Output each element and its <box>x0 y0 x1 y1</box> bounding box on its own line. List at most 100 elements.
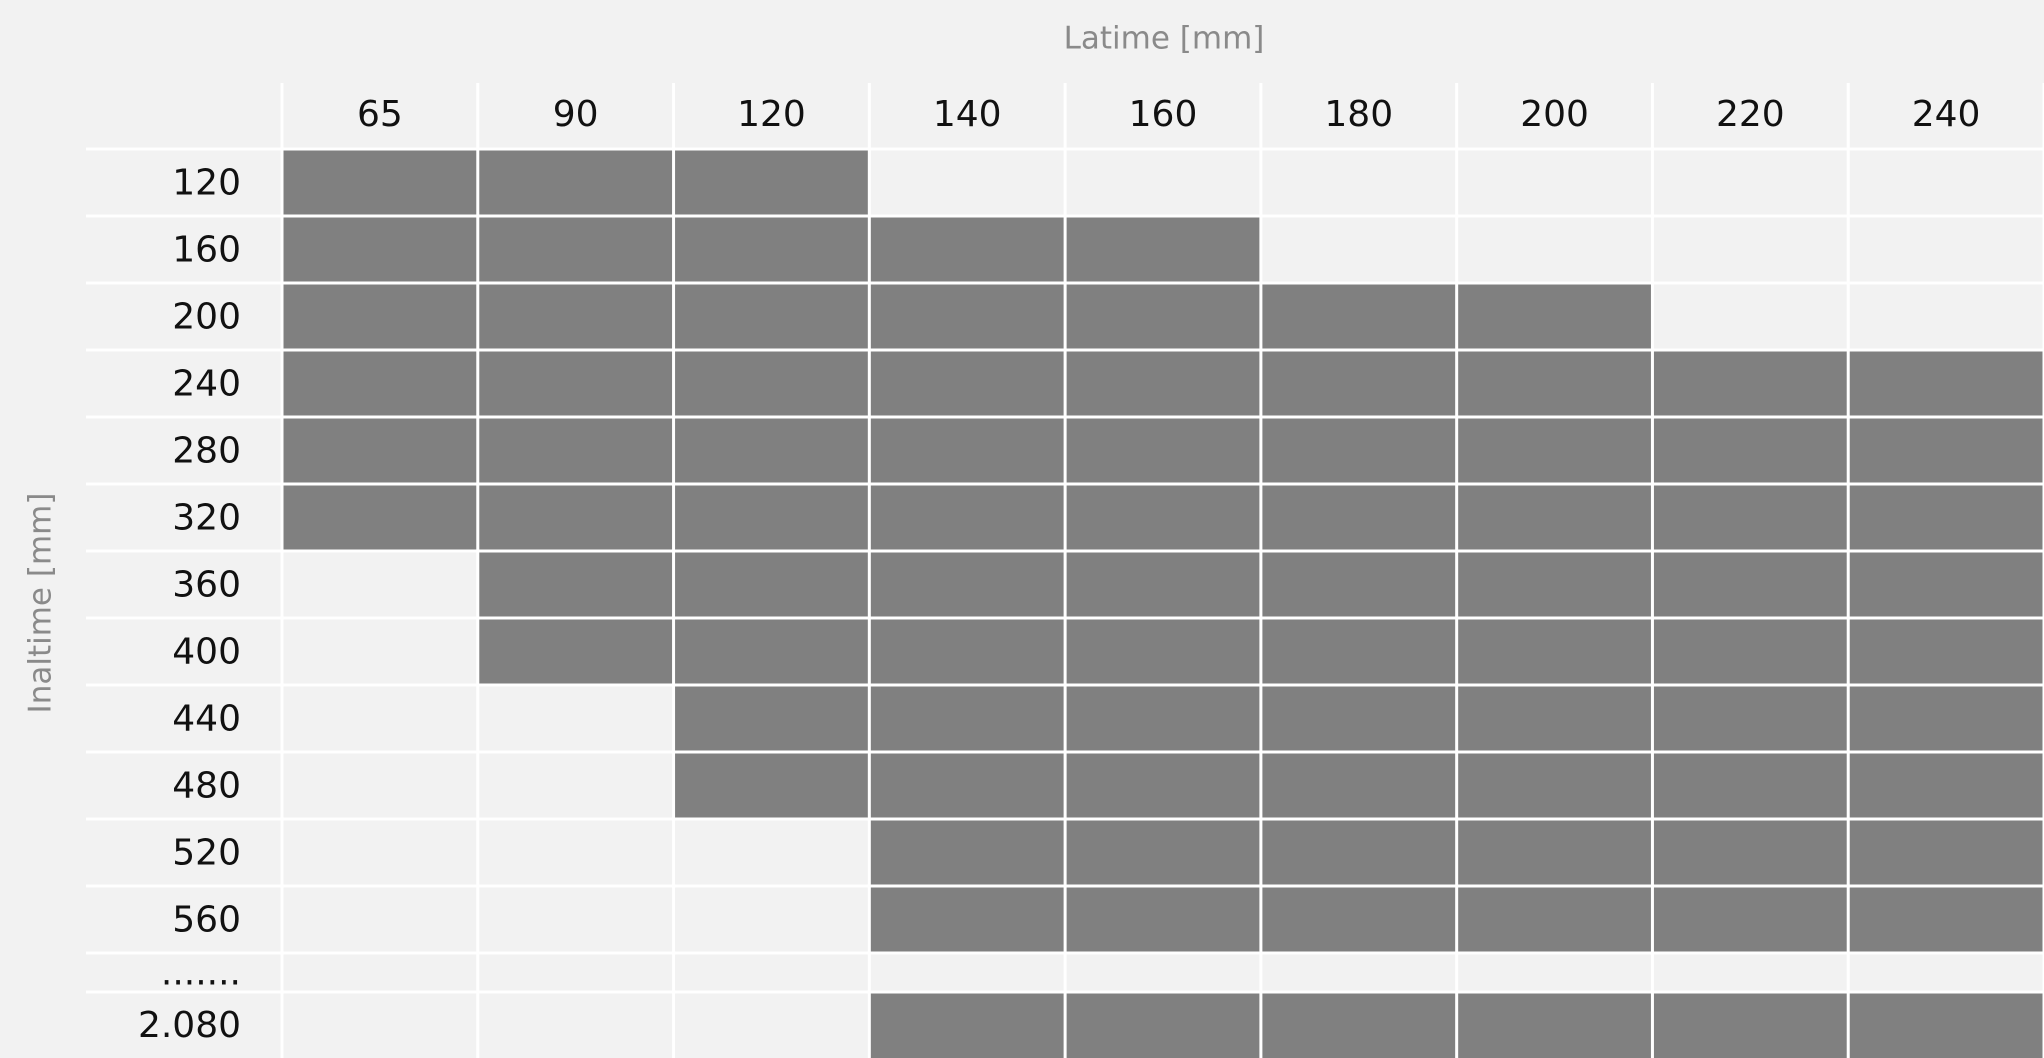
cell <box>1652 953 1849 992</box>
cell <box>1652 752 1849 819</box>
cell <box>1848 618 2044 685</box>
cell <box>1065 618 1261 685</box>
cell <box>1260 283 1457 350</box>
cell <box>1065 216 1261 283</box>
column-title: Latime [mm] <box>1064 21 1265 57</box>
cell <box>1652 618 1849 685</box>
cell <box>1456 417 1653 484</box>
row-label: 2.080 <box>138 1005 241 1046</box>
cell <box>1456 149 1653 216</box>
cell <box>869 484 1066 551</box>
cell <box>673 283 870 350</box>
row-label: 240 <box>172 364 241 405</box>
cell <box>282 283 478 350</box>
cell <box>1260 886 1457 953</box>
cell <box>1065 484 1261 551</box>
cell <box>1065 685 1261 752</box>
cell <box>282 953 478 992</box>
cell <box>673 819 870 886</box>
row-title: Inaltime [mm] <box>23 493 59 714</box>
cell <box>1652 819 1849 886</box>
cell <box>1260 149 1457 216</box>
cell <box>1848 216 2044 283</box>
cell <box>1065 551 1261 618</box>
cell <box>282 216 478 283</box>
cell <box>1260 685 1457 752</box>
cell <box>282 685 478 752</box>
cell <box>477 484 674 551</box>
cell <box>282 484 478 551</box>
cell <box>477 551 674 618</box>
cell <box>1652 216 1849 283</box>
cell <box>1065 992 1261 1058</box>
cell <box>869 350 1066 417</box>
cell <box>282 551 478 618</box>
cell <box>282 752 478 819</box>
cell <box>1456 551 1653 618</box>
cell <box>1260 484 1457 551</box>
cell <box>1065 752 1261 819</box>
cell <box>673 216 870 283</box>
cell <box>1848 149 2044 216</box>
cell <box>477 216 674 283</box>
cell <box>869 752 1066 819</box>
cell <box>282 886 478 953</box>
cell <box>1848 685 2044 752</box>
cell <box>1848 551 2044 618</box>
cell <box>477 819 674 886</box>
cell <box>673 886 870 953</box>
cell <box>1065 350 1261 417</box>
cell <box>1065 819 1261 886</box>
cell <box>869 417 1066 484</box>
cell <box>1848 992 2044 1058</box>
cell <box>1848 417 2044 484</box>
cell <box>1065 886 1261 953</box>
cell <box>869 551 1066 618</box>
cell <box>477 992 674 1058</box>
cell <box>673 685 870 752</box>
cell <box>1456 819 1653 886</box>
cell <box>1260 992 1457 1058</box>
cell <box>869 685 1066 752</box>
cell <box>282 350 478 417</box>
cell <box>477 417 674 484</box>
cell <box>869 618 1066 685</box>
cell <box>1065 283 1261 350</box>
cell <box>282 992 478 1058</box>
row-label: 320 <box>172 498 241 539</box>
cell <box>1652 417 1849 484</box>
cell <box>1848 283 2044 350</box>
column-label: 240 <box>1912 94 1981 135</box>
cell <box>1848 484 2044 551</box>
column-label: 65 <box>357 94 403 135</box>
cell <box>673 551 870 618</box>
column-label: 160 <box>1129 94 1198 135</box>
cell <box>1456 216 1653 283</box>
cell <box>1652 886 1849 953</box>
cell <box>1456 752 1653 819</box>
cell <box>1848 350 2044 417</box>
cell <box>1456 953 1653 992</box>
cell <box>1260 618 1457 685</box>
row-label: 400 <box>172 632 241 673</box>
row-label: 440 <box>172 699 241 740</box>
cell <box>477 283 674 350</box>
cell <box>673 417 870 484</box>
column-label: 120 <box>737 94 806 135</box>
cell <box>1848 819 2044 886</box>
cell <box>477 685 674 752</box>
cell <box>1652 283 1849 350</box>
cell <box>1065 953 1261 992</box>
cell <box>477 752 674 819</box>
cell <box>1260 216 1457 283</box>
cell <box>477 886 674 953</box>
cell <box>869 992 1066 1058</box>
cell <box>673 350 870 417</box>
cell <box>869 149 1066 216</box>
cell <box>1848 752 2044 819</box>
cell <box>282 417 478 484</box>
cell <box>673 992 870 1058</box>
row-label: 520 <box>172 833 241 874</box>
cell <box>477 350 674 417</box>
